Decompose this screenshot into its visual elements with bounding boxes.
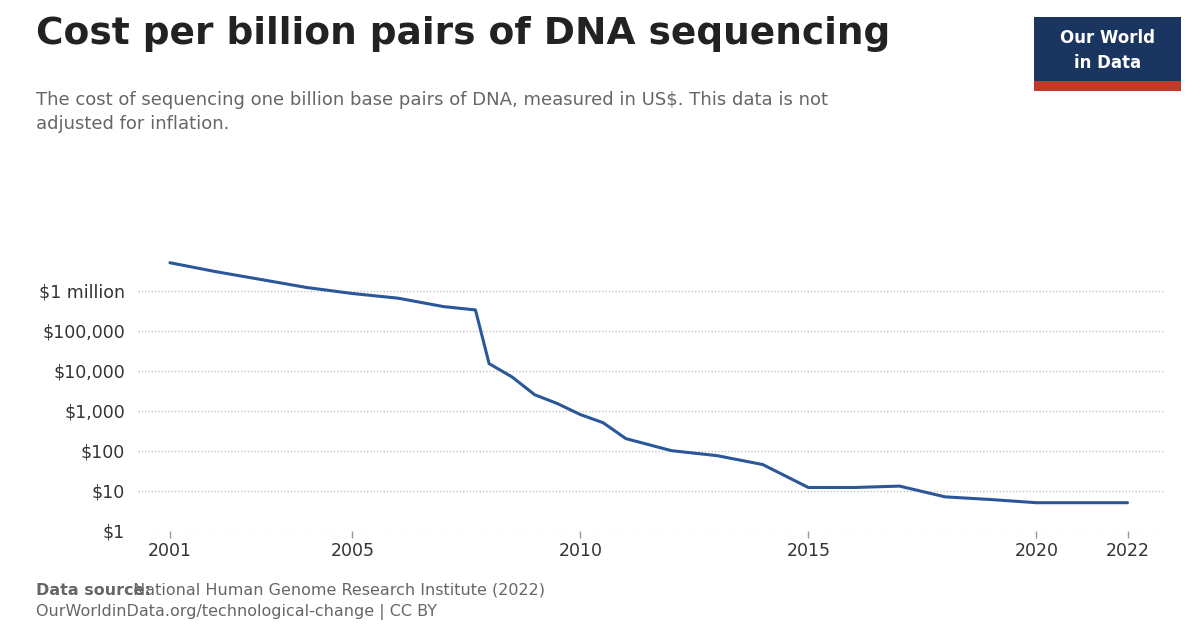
Text: Data source:: Data source: [36,583,151,598]
Text: National Human Genome Research Institute (2022): National Human Genome Research Institute… [128,583,545,598]
Text: The cost of sequencing one billion base pairs of DNA, measured in US$. This data: The cost of sequencing one billion base … [36,91,828,133]
Text: Our World: Our World [1060,29,1156,46]
Text: in Data: in Data [1074,54,1141,72]
Text: Cost per billion pairs of DNA sequencing: Cost per billion pairs of DNA sequencing [36,16,890,51]
Text: OurWorldinData.org/technological-change | CC BY: OurWorldinData.org/technological-change … [36,604,437,620]
